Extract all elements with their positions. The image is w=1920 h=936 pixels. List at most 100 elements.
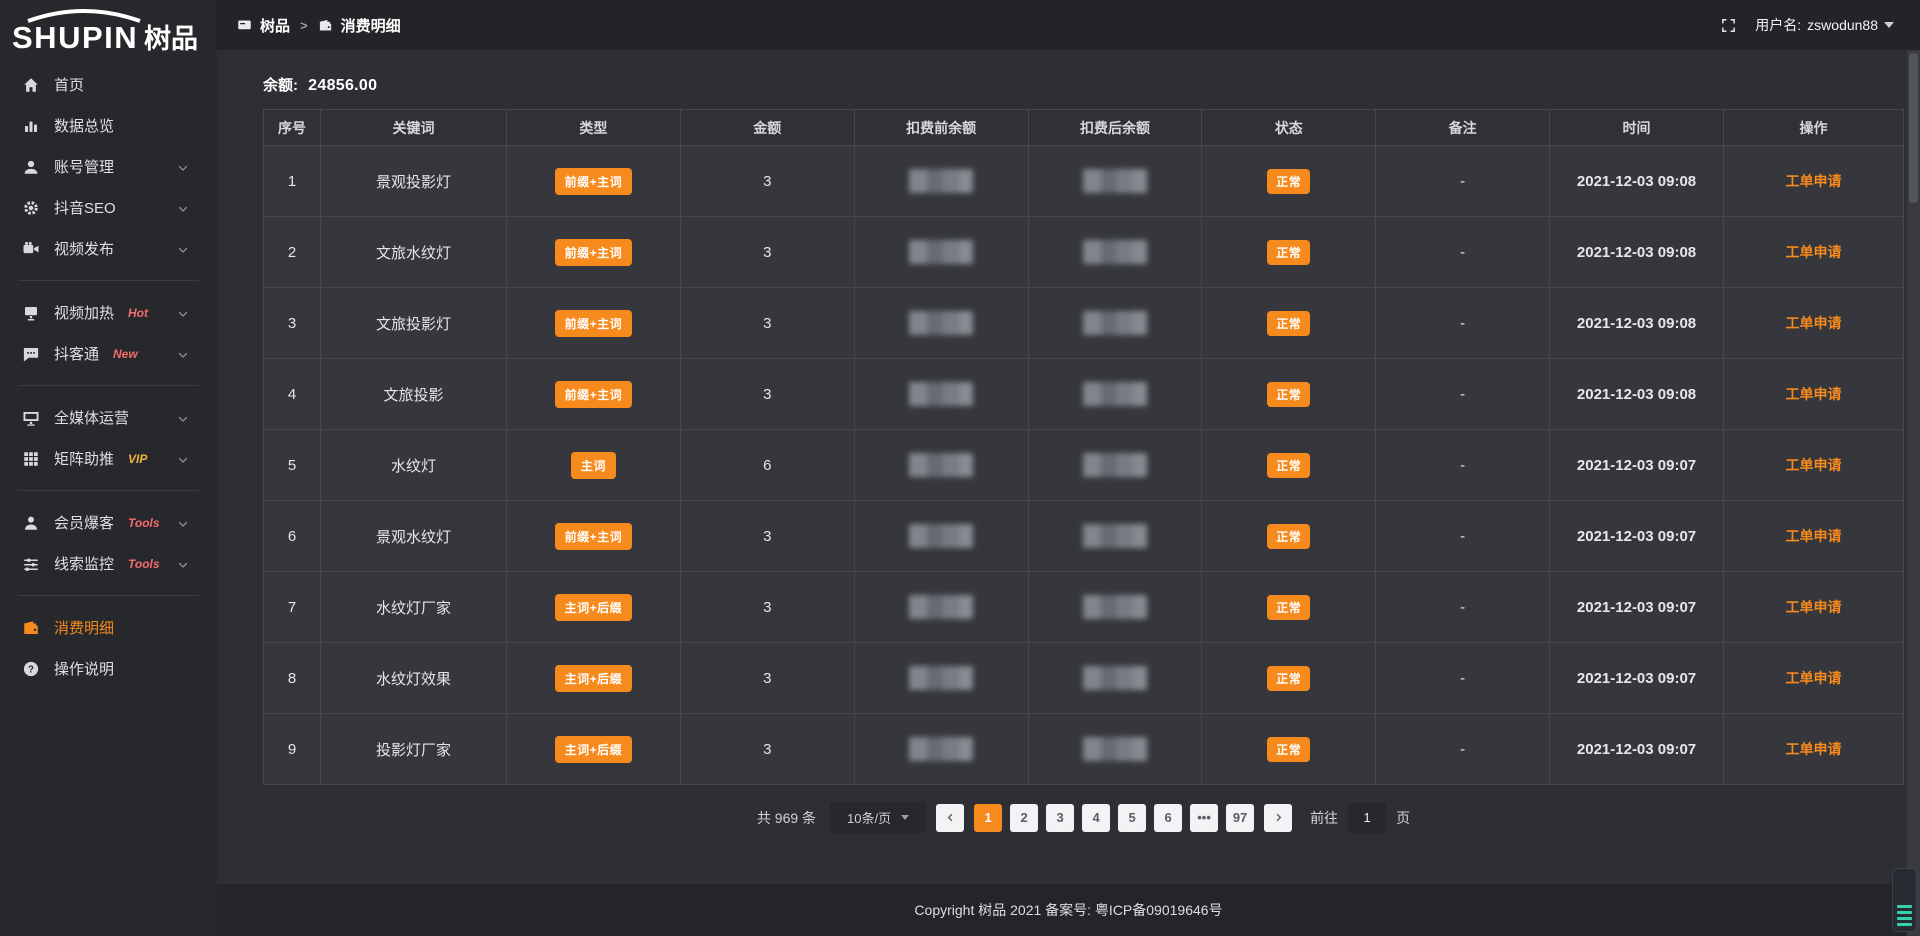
scrollbar-track[interactable] (1907, 50, 1920, 936)
chevron-down-icon (177, 243, 189, 255)
balance-label: 余额: (263, 77, 298, 94)
page-button-4[interactable]: 4 (1082, 803, 1111, 832)
page-size-select[interactable]: 10条/页 (830, 802, 927, 833)
ticket-request-link[interactable]: 工单申请 (1785, 315, 1842, 331)
table-row: 3 文旅投影灯 前缀+主词 3 正常 -2021-12-03 09:08 工单申请 (263, 287, 1904, 359)
sidebar-item-2[interactable]: 账号管理 (0, 146, 217, 187)
sidebar-item-6[interactable]: 视频加热 Hot (0, 292, 217, 333)
monitor-icon (22, 409, 40, 427)
ticket-request-link[interactable]: 工单申请 (1785, 244, 1842, 260)
table-row: 1 景观投影灯 前缀+主词 3 正常 -2021-12-03 09:08 工单申请 (263, 145, 1904, 217)
content: 余额: 24856.00 序号 关键词 类型 金额 扣费前余额 扣费后余额 状态 备注 时间 操作… (217, 50, 1920, 833)
breadcrumb-item-home[interactable]: 树品 (260, 17, 291, 35)
logo-text-cn: 树品 (144, 24, 198, 54)
goto-page-input[interactable] (1348, 802, 1387, 833)
page-button-3[interactable]: 3 (1046, 803, 1075, 832)
ticket-request-link[interactable]: 工单申请 (1785, 457, 1842, 473)
cell-index: 1 (263, 145, 321, 217)
type-badge: 前缀+主词 (554, 522, 633, 550)
page-button-6[interactable]: 6 (1154, 803, 1183, 832)
sidebar-item-4[interactable]: 视频发布 (0, 228, 217, 269)
copyright-text: Copyright 树品 2021 备案号: 粤ICP备09019646号 (914, 902, 1223, 918)
chevron-down-icon (177, 202, 189, 214)
cell-balance-after (1027, 713, 1203, 785)
page-button-2[interactable]: 2 (1010, 803, 1039, 832)
masked-value (909, 524, 974, 548)
page-button-97[interactable]: 97 (1226, 803, 1255, 832)
masked-value (1082, 169, 1147, 193)
cell-status: 正常 (1201, 429, 1377, 501)
sidebar-item-label: 抖客通 (54, 346, 100, 363)
status-badge: 正常 (1267, 523, 1311, 549)
sidebar-item-1[interactable]: 数据总览 (0, 105, 217, 146)
cell-index: 8 (263, 642, 321, 714)
page-button-1[interactable]: 1 (974, 803, 1003, 832)
chevron-down-icon (177, 348, 189, 360)
cell-note: - (1375, 713, 1551, 785)
breadcrumb-separator: > (300, 17, 308, 33)
chevron-left-icon (947, 813, 952, 822)
user-dropdown[interactable]: 用户名: zswodun88 (1755, 15, 1894, 35)
wallet-icon (318, 18, 333, 33)
page-ellipsis-button[interactable]: ••• (1190, 803, 1219, 832)
cell-balance-after (1027, 287, 1203, 359)
sidebar-item-label: 矩阵助推 (54, 451, 115, 468)
page-button-5[interactable]: 5 (1118, 803, 1147, 832)
ticket-request-link[interactable]: 工单申请 (1785, 599, 1842, 615)
sidebar-item-label: 视频加热 (54, 305, 115, 322)
cell-action: 工单申请 (1723, 571, 1904, 643)
status-badge: 正常 (1267, 168, 1311, 194)
next-page-button[interactable] (1264, 803, 1293, 832)
sidebar-item-label: 视频发布 (54, 241, 115, 258)
chevron-down-icon (177, 558, 189, 570)
type-badge: 主词+后缀 (554, 664, 633, 692)
masked-value (1082, 311, 1147, 335)
cell-keyword: 水纹灯 (320, 429, 507, 501)
ticket-request-link[interactable]: 工单申请 (1785, 528, 1842, 544)
status-badge: 正常 (1267, 452, 1311, 478)
prev-page-button[interactable] (936, 803, 965, 832)
cell-index: 7 (263, 571, 321, 643)
scrollbar-thumb[interactable] (1909, 53, 1918, 203)
cell-balance-after (1027, 145, 1203, 217)
cell-type: 前缀+主词 (506, 145, 681, 217)
sidebar-item-15[interactable]: 消费明细 (0, 607, 217, 648)
sidebar-menu: 首页 数据总览 账号管理 抖音SEO 视频发布 视频加热 Hot 抖客通 New 全媒体运营 矩阵助… (0, 56, 217, 936)
ticket-request-link[interactable]: 工单申请 (1785, 173, 1842, 189)
masked-value (1082, 524, 1147, 548)
sidebar-item-3[interactable]: 抖音SEO (0, 187, 217, 228)
pager-pages: 1 2 3 4 5 6 ••• 97 (974, 803, 1255, 832)
cell-action: 工单申请 (1723, 216, 1904, 288)
sidebar-item-label: 账号管理 (54, 159, 115, 176)
cell-action: 工单申请 (1723, 713, 1904, 785)
fullscreen-icon[interactable] (1720, 17, 1737, 34)
sidebar-item-0[interactable]: 首页 (0, 64, 217, 105)
masked-value (1082, 240, 1147, 264)
cell-index: 5 (263, 429, 321, 501)
chevron-down-icon (177, 307, 189, 319)
goto-label: 前往 (1310, 809, 1339, 826)
sidebar-item-12[interactable]: 会员爆客 Tools (0, 502, 217, 543)
chat-widget[interactable] (1892, 868, 1917, 932)
ticket-request-link[interactable]: 工单申请 (1785, 670, 1842, 686)
ticket-request-link[interactable]: 工单申请 (1785, 741, 1842, 757)
chevron-down-icon (177, 517, 189, 529)
cell-balance-before (853, 713, 1029, 785)
grid-icon (22, 450, 40, 468)
sidebar-item-10[interactable]: 矩阵助推 VIP (0, 438, 217, 479)
cell-type: 前缀+主词 (506, 500, 681, 572)
cell-keyword: 水纹灯厂家 (320, 571, 507, 643)
cell-keyword: 投影灯厂家 (320, 713, 507, 785)
sidebar-item-16[interactable]: ? 操作说明 (0, 648, 217, 689)
sidebar-item-13[interactable]: 线索监控 Tools (0, 543, 217, 584)
sidebar-item-9[interactable]: 全媒体运营 (0, 397, 217, 438)
sidebar-item-7[interactable]: 抖客通 New (0, 333, 217, 374)
chevron-down-icon (177, 412, 189, 424)
consumption-table: 序号 关键词 类型 金额 扣费前余额 扣费后余额 状态 备注 时间 操作 1 景观投影灯 前缀+主词 3… (263, 109, 1904, 785)
cell-balance-after (1027, 642, 1203, 714)
heat-icon (22, 304, 40, 322)
logo-text-en: SHUPIN (12, 20, 138, 55)
ticket-request-link[interactable]: 工单申请 (1785, 386, 1842, 402)
breadcrumb-item-current[interactable]: 消费明细 (340, 17, 401, 35)
